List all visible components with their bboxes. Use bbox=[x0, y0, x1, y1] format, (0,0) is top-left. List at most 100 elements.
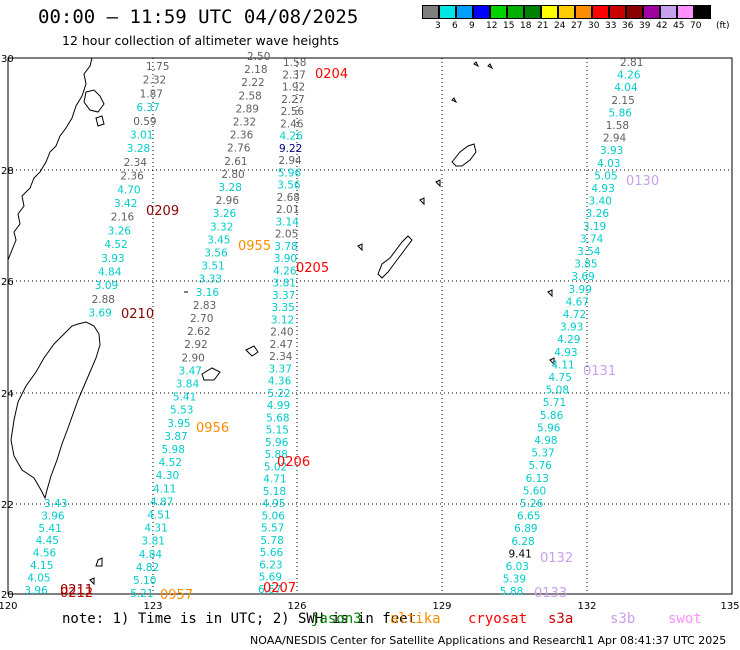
legend-swatch bbox=[592, 5, 609, 19]
lat-label: 22 bbox=[1, 500, 14, 511]
wave-height-value: 2.88 bbox=[92, 294, 115, 306]
wave-height-value: 6.89 bbox=[514, 523, 537, 535]
legend-tick-label: 39 bbox=[639, 21, 651, 31]
wave-height-value: 4.98 bbox=[534, 435, 557, 447]
page-title: 00:00 — 11:59 UTC 04/08/2025 bbox=[38, 6, 359, 28]
wave-height-value: 5.26 bbox=[520, 498, 544, 510]
wave-height-value: 4.93 bbox=[554, 347, 577, 359]
wave-height-value: 2.61 bbox=[224, 156, 247, 168]
wave-height-value: 3.56 bbox=[204, 248, 228, 260]
wave-height-value: 5.71 bbox=[543, 397, 566, 409]
wave-height-value: 5.98 bbox=[162, 444, 185, 456]
lat-label: 26 bbox=[1, 277, 14, 288]
wave-height-value: 5.41 bbox=[173, 392, 196, 404]
wave-height-value: 5.41 bbox=[38, 523, 61, 535]
wave-height-value: 1.92 bbox=[282, 82, 305, 94]
wave-height-value: 3.84 bbox=[176, 379, 200, 391]
wave-height-value: 3.43 bbox=[44, 498, 67, 510]
wave-height-value: 4.56 bbox=[33, 548, 57, 560]
wave-height-value: 4.05 bbox=[27, 572, 50, 584]
wave-height-value: 4.93 bbox=[591, 183, 614, 195]
wave-height-tracks: 1.752.321.876.370.593.013.282.342.364.70… bbox=[24, 51, 659, 603]
china-coastline bbox=[7, 57, 93, 261]
satellite-cryosat: cryosat bbox=[468, 611, 528, 627]
legend-tick-label: 18 bbox=[520, 21, 532, 31]
wave-height-value: 4.99 bbox=[267, 400, 290, 412]
legend-swatch bbox=[609, 5, 626, 19]
lon-label: 129 bbox=[432, 601, 451, 612]
pass-time-label: 0206 bbox=[277, 455, 310, 470]
wave-height-value: 4.87 bbox=[150, 496, 173, 508]
legend-tick-label: 3 bbox=[435, 21, 441, 31]
wave-height-value: 4.11 bbox=[153, 483, 176, 495]
legend-swatch bbox=[660, 5, 677, 19]
wave-height-value: 5.96 bbox=[537, 422, 561, 434]
wave-height-value: 2.96 bbox=[216, 195, 240, 207]
wave-height-value: 4.30 bbox=[156, 470, 179, 482]
wave-height-value: 2.90 bbox=[181, 352, 204, 364]
okinawa-island bbox=[377, 235, 413, 279]
legend-swatch bbox=[677, 5, 694, 19]
legend-swatch bbox=[473, 5, 490, 19]
wave-height-value: 2.83 bbox=[193, 300, 216, 312]
legend-unit: (ft) bbox=[716, 21, 730, 31]
pass-time-label: 0957 bbox=[160, 588, 193, 603]
lat-label: 28 bbox=[1, 166, 14, 177]
wave-height-value: 4.70 bbox=[117, 184, 140, 196]
wave-height-value: 2.40 bbox=[270, 327, 293, 339]
wave-height-value: 5.10 bbox=[133, 575, 156, 587]
lat-label: 24 bbox=[1, 389, 14, 400]
wave-height-value: 4.51 bbox=[147, 510, 170, 522]
wave-height-value: 3.12 bbox=[271, 314, 294, 326]
taiwan-coastline bbox=[10, 321, 101, 500]
wave-height-value: 3.26 bbox=[213, 208, 237, 220]
wave-height-value: 1.58 bbox=[283, 57, 306, 69]
wave-height-value: 3.32 bbox=[210, 221, 233, 233]
wave-height-value: 3.37 bbox=[272, 290, 295, 302]
pass-time-label: 0210 bbox=[121, 307, 154, 322]
lat-label: 20 bbox=[1, 590, 14, 601]
wave-height-value: 3.56 bbox=[277, 180, 301, 192]
lat-label: 30 bbox=[1, 54, 14, 65]
generated-timestamp: 11 Apr 08:41:37 UTC 2025 bbox=[580, 634, 727, 647]
wave-height-value: 5.66 bbox=[260, 547, 284, 559]
wave-height-value: 2.18 bbox=[244, 64, 267, 76]
wave-height-value: 3.37 bbox=[269, 363, 292, 375]
wave-height-value: 3.95 bbox=[167, 418, 190, 430]
wave-height-value: 2.56 bbox=[281, 106, 305, 118]
wave-height-value: 5.60 bbox=[523, 485, 546, 497]
wave-height-value: 3.35 bbox=[271, 302, 294, 314]
legend-swatch bbox=[422, 5, 439, 19]
wave-height-value: 5.96 bbox=[265, 437, 289, 449]
wave-height-value: 3.54 bbox=[577, 246, 601, 258]
legend-swatch bbox=[490, 5, 507, 19]
wave-height-value: 2.22 bbox=[241, 77, 264, 89]
wave-height-value: 6.67 bbox=[258, 584, 281, 596]
amami-islands bbox=[435, 143, 477, 188]
page-subtitle: 12 hour collection of altimeter wave hei… bbox=[62, 33, 339, 48]
wave-height-value: 6.23 bbox=[259, 559, 282, 571]
wave-height-value: 3.28 bbox=[219, 182, 242, 194]
wave-height-value: 4.31 bbox=[144, 523, 167, 535]
wave-height-value: 2.68 bbox=[277, 192, 300, 204]
legend-tick-label: 24 bbox=[554, 21, 566, 31]
wave-height-value: 3.26 bbox=[108, 225, 132, 237]
wave-height-value: 4.82 bbox=[136, 562, 159, 574]
wave-height-value: 2.15 bbox=[611, 95, 634, 107]
legend-swatch bbox=[507, 5, 524, 19]
sakishima-islands bbox=[184, 291, 259, 381]
note-text: note: 1) Time is in UTC; 2) SWH is in fe… bbox=[62, 611, 417, 627]
wave-height-value: 2.76 bbox=[227, 143, 251, 155]
wave-height-value: 2.32 bbox=[143, 75, 166, 87]
satellite-jason3: jason3 bbox=[311, 611, 362, 627]
wave-height-value: 4.26 bbox=[617, 70, 641, 82]
wave-height-value: 3.45 bbox=[207, 234, 230, 246]
wave-height-value: 5.02 bbox=[264, 461, 287, 473]
wave-height-value: 9.41 bbox=[508, 548, 531, 560]
legend-tick-label: 21 bbox=[537, 21, 549, 31]
wave-height-value: 2.32 bbox=[233, 117, 256, 129]
wave-height-value: 3.01 bbox=[130, 130, 153, 142]
wave-height-value: 3.81 bbox=[142, 536, 165, 548]
satellite-s3a: s3a bbox=[548, 611, 574, 627]
legend-tick-label: 30 bbox=[588, 21, 600, 31]
